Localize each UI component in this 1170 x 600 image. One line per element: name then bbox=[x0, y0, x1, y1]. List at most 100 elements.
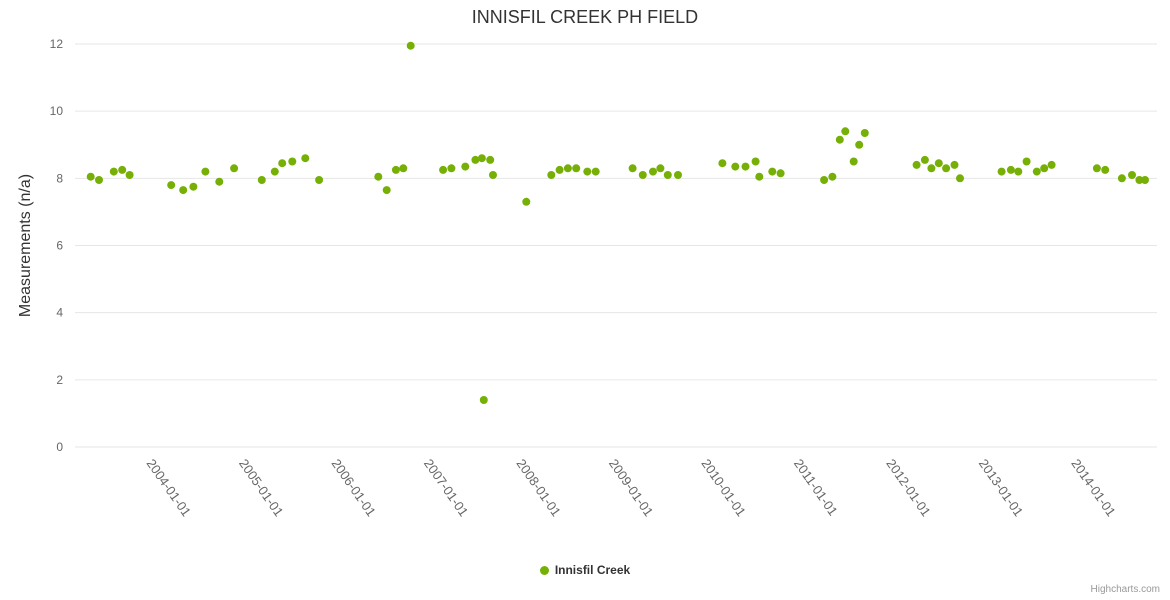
data-point[interactable] bbox=[1092, 164, 1101, 173]
data-point[interactable] bbox=[628, 164, 637, 173]
data-point[interactable] bbox=[1032, 167, 1041, 176]
data-point[interactable] bbox=[649, 167, 657, 176]
data-point[interactable] bbox=[942, 164, 951, 173]
data-point[interactable] bbox=[399, 164, 408, 173]
data-point[interactable] bbox=[125, 171, 134, 179]
data-point[interactable] bbox=[835, 135, 844, 144]
data-point[interactable] bbox=[956, 174, 964, 183]
highcharts-credits-link[interactable]: Highcharts.com bbox=[1090, 584, 1160, 595]
data-point[interactable] bbox=[849, 157, 858, 166]
data-point[interactable] bbox=[1047, 160, 1056, 169]
x-tick-label: 2011-01-01 bbox=[791, 456, 841, 518]
data-point[interactable] bbox=[167, 181, 176, 190]
data-point[interactable] bbox=[471, 155, 480, 164]
data-point[interactable] bbox=[997, 167, 1006, 176]
y-tick-label: 0 bbox=[56, 440, 63, 454]
legend-item-innisfil-creek[interactable]: Innisfil Creek bbox=[0, 563, 1170, 577]
data-point[interactable] bbox=[447, 164, 456, 173]
data-point[interactable] bbox=[1141, 176, 1149, 184]
x-tick-label: 2013-01-01 bbox=[976, 456, 1026, 519]
data-point[interactable] bbox=[1101, 165, 1110, 174]
data-point[interactable] bbox=[489, 171, 497, 179]
x-tick-label: 2004-01-01 bbox=[144, 456, 194, 519]
data-point[interactable] bbox=[406, 41, 415, 50]
data-point[interactable] bbox=[86, 172, 95, 181]
y-axis-title: Measurements (n/a) bbox=[17, 174, 34, 317]
data-point[interactable] bbox=[776, 169, 785, 178]
data-point[interactable] bbox=[391, 165, 400, 174]
data-point[interactable] bbox=[1128, 171, 1136, 179]
data-point[interactable] bbox=[572, 164, 581, 173]
data-point[interactable] bbox=[522, 197, 531, 206]
data-point[interactable] bbox=[382, 186, 391, 195]
data-point[interactable] bbox=[1117, 174, 1126, 183]
chart-title: INNISFIL CREEK PH FIELD bbox=[471, 7, 699, 27]
data-point[interactable] bbox=[912, 160, 921, 169]
data-point[interactable] bbox=[828, 172, 837, 181]
data-point[interactable] bbox=[656, 164, 665, 173]
data-point[interactable] bbox=[820, 176, 829, 184]
data-point[interactable] bbox=[860, 129, 869, 137]
data-point[interactable] bbox=[270, 167, 279, 176]
data-point[interactable] bbox=[731, 162, 740, 171]
y-tick-label: 2 bbox=[56, 373, 63, 387]
data-point[interactable] bbox=[563, 164, 572, 173]
data-point[interactable] bbox=[934, 159, 943, 168]
data-point[interactable] bbox=[230, 164, 239, 173]
data-point[interactable] bbox=[583, 167, 592, 176]
x-tick-label: 2009-01-01 bbox=[606, 456, 656, 519]
x-tick-label: 2007-01-01 bbox=[421, 456, 471, 519]
y-tick-label: 6 bbox=[56, 239, 63, 253]
data-point[interactable] bbox=[547, 171, 556, 179]
data-point[interactable] bbox=[755, 172, 764, 181]
y-tick-label: 10 bbox=[50, 104, 64, 118]
data-point[interactable] bbox=[1135, 176, 1144, 184]
x-tick-label: 2008-01-01 bbox=[513, 456, 563, 519]
data-point[interactable] bbox=[374, 172, 383, 181]
data-point[interactable] bbox=[751, 157, 760, 166]
data-point[interactable] bbox=[1022, 157, 1031, 166]
data-point[interactable] bbox=[439, 165, 448, 174]
data-point[interactable] bbox=[718, 159, 727, 168]
data-point[interactable] bbox=[674, 171, 682, 179]
data-point[interactable] bbox=[118, 165, 127, 174]
data-point[interactable] bbox=[215, 177, 224, 186]
y-tick-label: 12 bbox=[50, 37, 64, 51]
data-point[interactable] bbox=[555, 165, 564, 174]
data-point[interactable] bbox=[841, 127, 850, 136]
data-point[interactable] bbox=[257, 176, 266, 184]
data-point[interactable] bbox=[315, 176, 324, 184]
data-point[interactable] bbox=[663, 171, 672, 179]
data-point[interactable] bbox=[109, 167, 118, 176]
data-point[interactable] bbox=[461, 162, 470, 171]
data-point[interactable] bbox=[591, 167, 600, 176]
data-point[interactable] bbox=[278, 159, 287, 168]
data-point[interactable] bbox=[741, 162, 750, 171]
data-point[interactable] bbox=[95, 176, 103, 184]
data-point[interactable] bbox=[189, 182, 198, 191]
legend-label: Innisfil Creek bbox=[554, 563, 631, 577]
data-point[interactable] bbox=[486, 155, 495, 164]
data-point[interactable] bbox=[477, 154, 486, 163]
x-tick-label: 2006-01-01 bbox=[328, 456, 378, 519]
data-point[interactable] bbox=[201, 167, 210, 176]
y-tick-label: 4 bbox=[56, 306, 63, 320]
data-point[interactable] bbox=[479, 396, 488, 404]
data-point[interactable] bbox=[855, 140, 864, 149]
data-point[interactable] bbox=[179, 186, 188, 195]
x-tick-label: 2010-01-01 bbox=[698, 456, 748, 519]
data-point[interactable] bbox=[1006, 165, 1015, 174]
x-tick-label: 2014-01-01 bbox=[1068, 456, 1118, 519]
data-point[interactable] bbox=[301, 154, 310, 163]
data-point[interactable] bbox=[950, 160, 959, 169]
data-point[interactable] bbox=[768, 167, 777, 176]
data-point[interactable] bbox=[1040, 164, 1049, 173]
data-point[interactable] bbox=[927, 164, 936, 173]
data-point[interactable] bbox=[920, 155, 929, 164]
data-point[interactable] bbox=[288, 157, 297, 166]
y-tick-label: 8 bbox=[56, 171, 63, 185]
data-point[interactable] bbox=[638, 171, 647, 179]
data-point[interactable] bbox=[1014, 167, 1023, 176]
